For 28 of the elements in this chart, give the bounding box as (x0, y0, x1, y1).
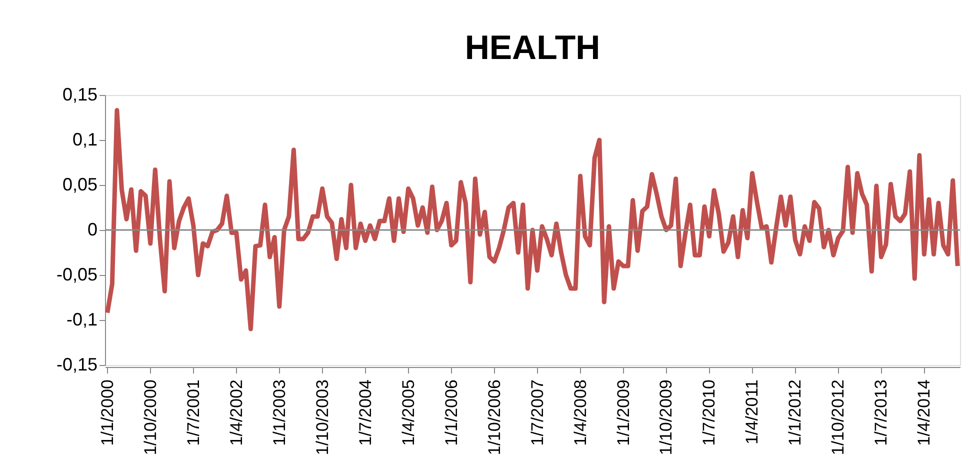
x-tick-label: 1/4/2014 (914, 380, 934, 446)
y-tick-label: 0 (87, 220, 98, 240)
y-tick-label: 0,05 (62, 174, 98, 194)
y-tick-label: -0,05 (56, 264, 98, 284)
x-tick-label: 1/1/2006 (442, 380, 461, 446)
x-tick-label: 1/7/2013 (872, 380, 891, 446)
x-tick-label: 1/4/2011 (742, 380, 762, 444)
x-tick-label: 1/1/2012 (786, 380, 805, 446)
x-tick-label: 1/4/2002 (226, 380, 246, 446)
x-tick-label: 1/10/2000 (140, 380, 160, 456)
x-tick-label: 1/4/2008 (570, 380, 590, 446)
y-tick-label: 0,1 (72, 130, 98, 150)
x-tick-label: 1/7/2004 (356, 380, 375, 446)
x-tick-label: 1/1/2003 (270, 380, 289, 446)
x-tick-label: 1/4/2005 (398, 380, 418, 446)
x-tick-label: 1/10/2009 (656, 380, 676, 456)
x-tick-label: 1/10/2012 (828, 380, 848, 456)
x-tick-label: 1/1/2009 (614, 380, 633, 446)
x-tick-label: 1/7/2007 (528, 380, 547, 446)
x-tick-label: 1/7/2001 (184, 380, 203, 446)
y-tick-label: -0,15 (56, 354, 98, 374)
y-tick-label: 0,15 (62, 84, 98, 104)
x-tick-label: 1/1/2000 (98, 380, 117, 446)
x-tick-label: 1/7/2010 (700, 380, 719, 446)
x-tick-label: 1/10/2006 (484, 380, 504, 456)
chart-title: HEALTH (464, 29, 600, 67)
x-tick-label: 1/10/2003 (312, 380, 332, 456)
y-tick-label: -0,1 (66, 310, 98, 330)
